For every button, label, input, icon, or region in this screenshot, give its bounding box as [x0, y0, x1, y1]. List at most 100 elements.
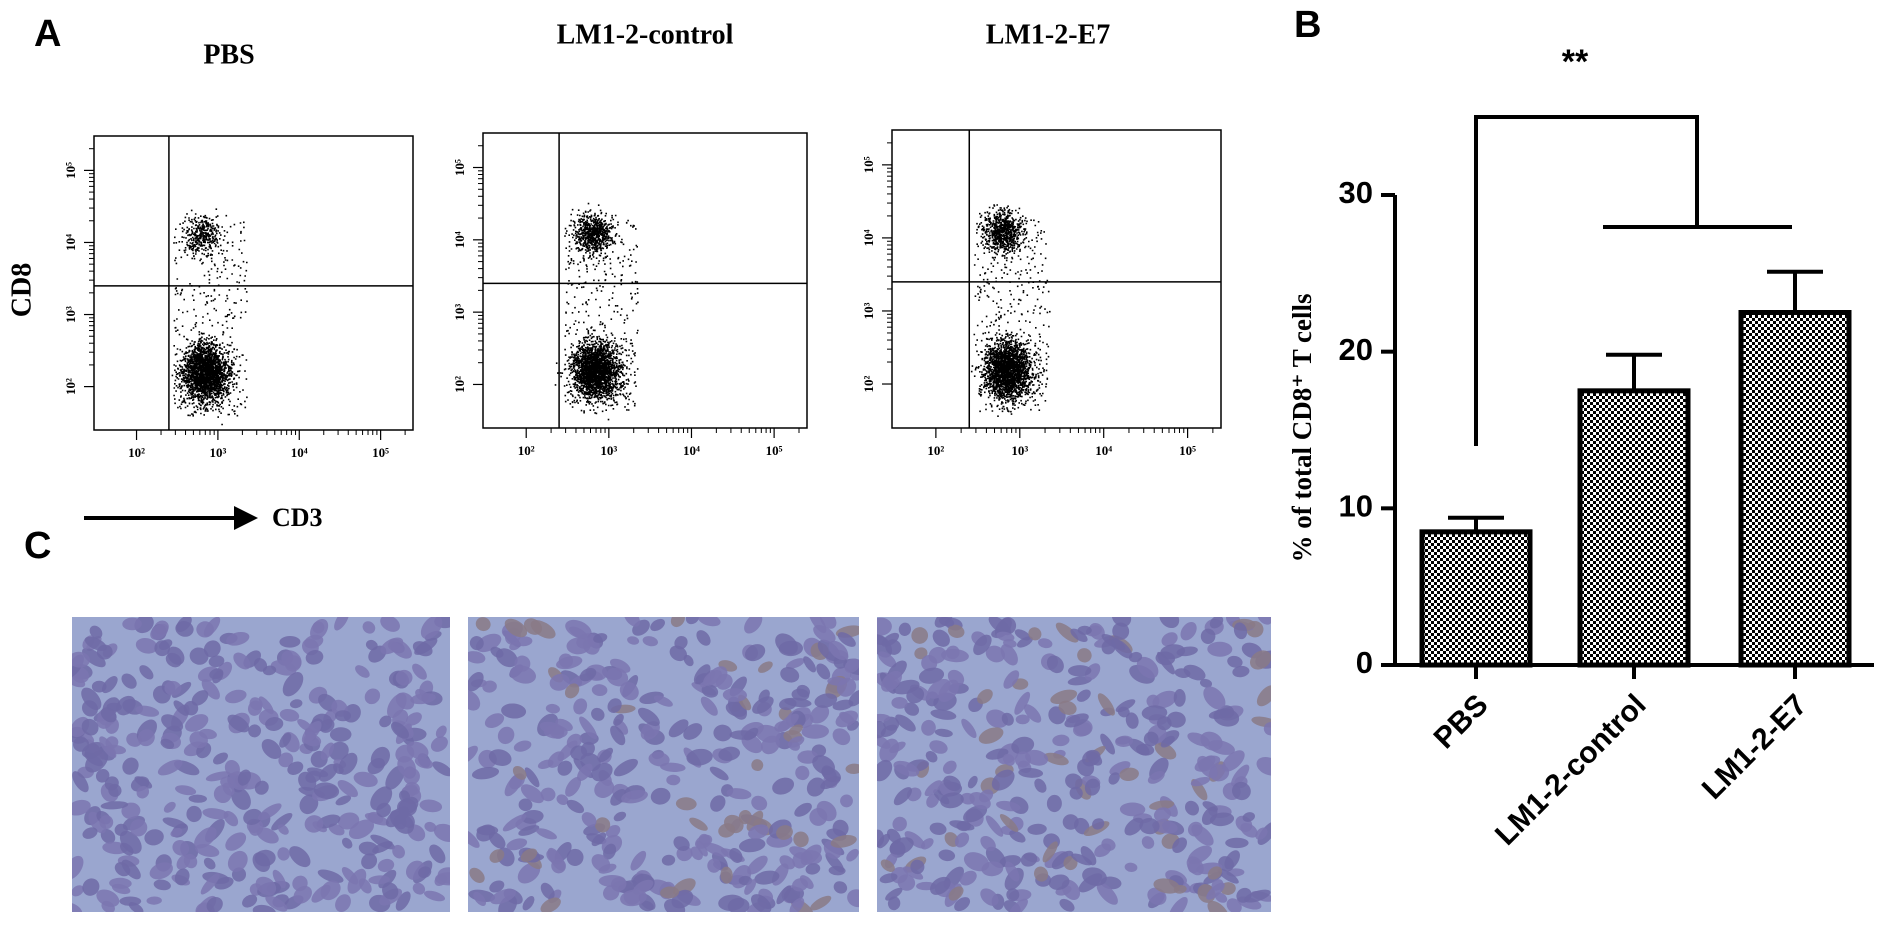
x-tick-label: 10⁵	[1179, 443, 1196, 458]
nucleus	[701, 684, 719, 698]
nucleus	[924, 780, 942, 797]
nucleus	[304, 815, 324, 833]
nucleus	[301, 720, 322, 744]
nucleus	[979, 789, 994, 803]
nucleus	[1034, 866, 1049, 882]
nucleus	[566, 733, 583, 749]
nucleus	[1257, 617, 1271, 625]
nucleus	[978, 727, 1004, 744]
nucleus	[310, 618, 329, 640]
nucleus	[1155, 651, 1176, 666]
nucleus	[82, 827, 98, 839]
nucleus	[743, 727, 759, 741]
nucleus	[980, 835, 996, 852]
nucleus	[785, 658, 805, 669]
nucleus	[162, 817, 187, 829]
nucleus	[556, 794, 569, 806]
nucleus	[512, 765, 527, 780]
nucleus	[265, 717, 284, 731]
nucleus	[812, 755, 835, 775]
nucleus	[685, 617, 700, 625]
nucleus	[513, 740, 532, 752]
nucleus	[1025, 749, 1049, 766]
nucleus	[566, 799, 585, 814]
nucleus	[506, 838, 528, 851]
nucleus	[320, 742, 335, 761]
nucleus	[1141, 705, 1168, 721]
nucleus	[887, 828, 901, 844]
nucleus	[82, 647, 106, 668]
nucleus	[1016, 636, 1033, 648]
nucleus	[173, 700, 189, 716]
panel-label: A	[34, 13, 61, 55]
y-tick-label: 20	[1339, 332, 1373, 367]
nucleus	[787, 736, 805, 748]
nucleus	[514, 655, 531, 672]
nucleus	[100, 801, 129, 810]
nucleus	[370, 746, 390, 769]
nucleus	[986, 709, 1009, 728]
nucleus	[1077, 648, 1092, 663]
nucleus	[279, 732, 292, 748]
nucleus	[1231, 764, 1250, 787]
nucleus	[891, 696, 908, 709]
nucleus	[776, 825, 793, 840]
nucleus	[661, 854, 676, 866]
nucleus	[698, 617, 721, 627]
nucleus	[429, 844, 446, 864]
nucleus	[921, 655, 938, 672]
nucleus	[1020, 852, 1038, 867]
nucleus	[795, 765, 810, 781]
nucleus	[793, 831, 809, 848]
nucleus	[988, 617, 1012, 636]
nucleus	[122, 617, 142, 631]
nucleus	[539, 721, 565, 735]
nucleus	[673, 836, 690, 851]
nucleus	[985, 645, 1006, 663]
x-tick-label: LM1-2-E7	[1696, 688, 1814, 806]
nucleus	[227, 714, 250, 733]
nucleus	[201, 679, 220, 700]
nucleus	[1136, 743, 1155, 756]
nucleus	[720, 866, 733, 884]
nucleus	[489, 880, 505, 893]
nucleus	[1153, 807, 1172, 822]
nucleus	[186, 805, 202, 823]
nucleus	[289, 846, 311, 868]
nucleus	[1217, 868, 1239, 884]
nucleus	[948, 886, 964, 901]
nucleus	[379, 715, 392, 728]
nucleus	[537, 759, 554, 770]
nucleus	[846, 848, 859, 862]
nucleus	[607, 698, 622, 713]
nucleus	[710, 795, 726, 812]
nucleus	[777, 713, 799, 732]
nucleus	[370, 786, 393, 811]
x-tick-label: 10⁵	[372, 445, 389, 460]
nucleus	[176, 854, 191, 870]
nucleus	[623, 617, 641, 627]
nucleus	[368, 875, 390, 885]
nucleus	[226, 631, 250, 646]
y-tick-label: 10²	[452, 376, 467, 393]
nucleus	[878, 651, 897, 668]
nucleus	[183, 701, 199, 716]
nucleus	[319, 719, 335, 733]
nucleus	[73, 736, 90, 752]
nucleus	[1018, 767, 1044, 778]
nucleus	[789, 897, 805, 912]
nucleus	[1233, 622, 1248, 640]
nucleus	[613, 811, 627, 822]
nucleus	[1006, 888, 1020, 902]
nucleus	[149, 862, 173, 880]
nucleus	[160, 738, 175, 750]
nucleus	[885, 887, 903, 901]
chart-title: PBS	[203, 39, 254, 70]
nucleus	[754, 870, 780, 885]
nucleus	[926, 793, 939, 808]
nucleus	[214, 876, 234, 890]
nucleus	[772, 777, 795, 795]
nucleus	[523, 618, 543, 635]
nucleus	[535, 828, 557, 840]
nucleus	[252, 852, 271, 873]
